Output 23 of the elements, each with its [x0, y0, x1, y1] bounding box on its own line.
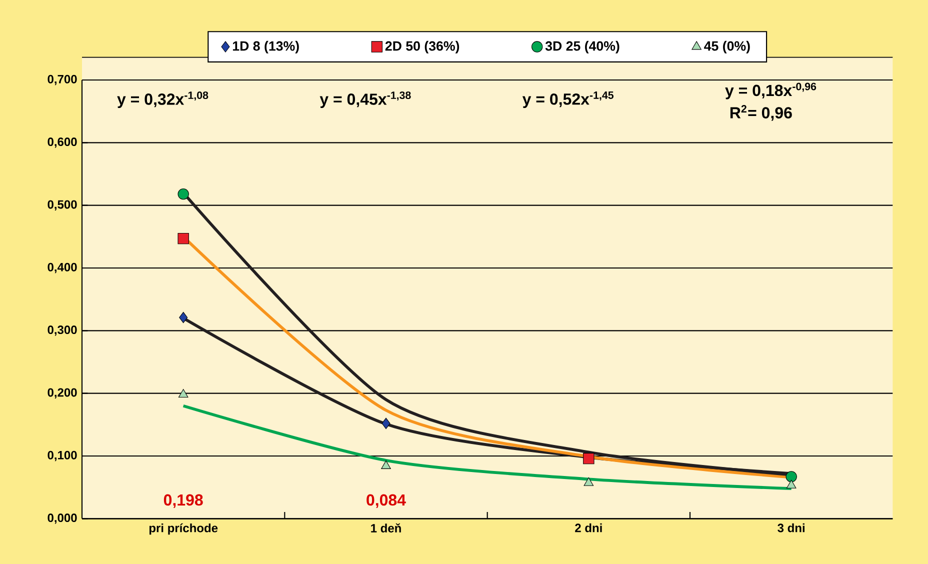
annotation: y = 0,32x$^{-1,08}$	[117, 91, 208, 108]
annotation: R$^{2}$= 0,96	[730, 105, 792, 121]
y-tick-label: 0,400	[48, 262, 77, 274]
x-tick-label: pri príchode	[149, 523, 218, 535]
legend-label: 3D 25 (40%)	[545, 40, 620, 54]
legend-label: 1D 8 (13%)	[232, 40, 299, 54]
annotation: y = 0,52x$^{-1,45}$	[522, 92, 614, 108]
y-tick-label: 0,100	[48, 450, 77, 462]
y-tick-label: 0,600	[48, 138, 77, 148]
legend-label: 2D 50 (36%)	[385, 40, 460, 54]
x-tick-label: 1 deň	[371, 523, 401, 532]
annotation: y = 0,45x$^{-1,38}$	[320, 91, 411, 108]
legend-label: 45 (0%)	[704, 40, 750, 54]
y-tick-label: 0,200	[48, 388, 77, 398]
x-tick-label: 2 dni	[575, 523, 602, 532]
annotation: y = 0,18x$^{-0,96}$	[725, 82, 816, 100]
annotation: 0,198	[164, 494, 203, 508]
y-tick-label: 0,700	[48, 74, 77, 86]
y-tick-label: 0,000	[48, 514, 77, 524]
y-tick-label: 0,300	[48, 326, 77, 336]
y-tick-label: 0,500	[48, 200, 77, 210]
x-tick-label: 3 dni	[778, 523, 804, 532]
annotation: 0,084	[366, 494, 406, 508]
